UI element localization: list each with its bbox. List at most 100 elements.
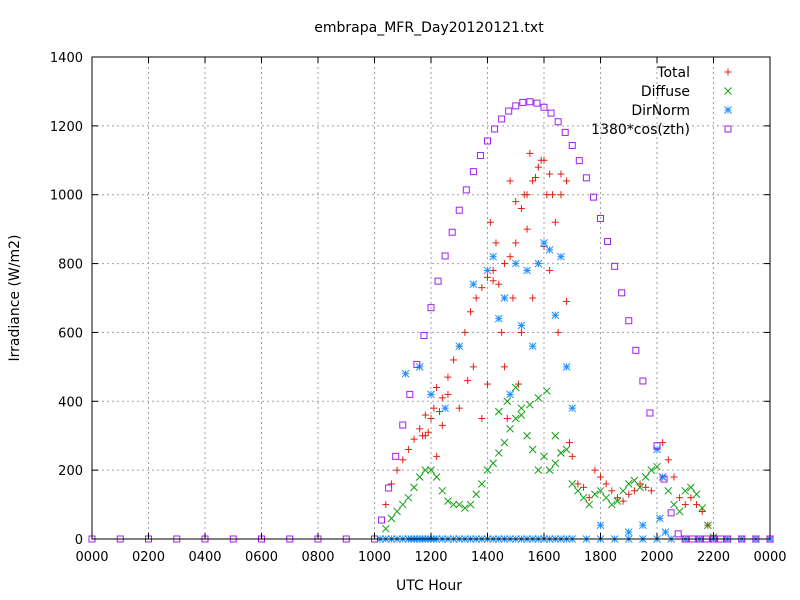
dirnorm-point [483,266,492,275]
legend-label-total: Total [656,65,690,81]
diffuse-point [517,404,526,413]
total-point [484,273,491,281]
y-tick-label: 1200 [50,120,83,135]
diffuse-point [449,500,458,509]
diffuse-point [540,452,548,461]
x-tick-label: 0200 [132,550,165,565]
total-point [410,435,418,443]
legend-marker-dirnorm [724,106,732,114]
cos-zth-point [582,174,590,182]
diffuse-point [494,407,503,416]
x-tick-label: 2200 [697,550,730,565]
cos-zth-point [667,509,675,517]
diffuse-point [641,473,650,481]
x-tick-label: 1800 [584,550,617,565]
dirnorm-point [455,342,464,351]
diffuse-point [534,393,543,402]
legend-label-diffuse: Diffuse [641,84,690,100]
total-point [517,204,525,212]
total-point [469,363,477,371]
cos-zth-point [653,442,661,450]
cos-zth-point [512,102,520,110]
diffuse-point [675,507,684,516]
diffuse-point [381,524,390,533]
diffuse-point [500,438,509,447]
cos-zth-point [625,317,633,325]
y-axis-title: Irradiance (W/m2) [7,235,23,362]
diffuse-point [511,414,520,423]
diffuse-point [387,514,396,523]
diffuse-point [687,483,695,492]
diffuse-point [568,480,577,488]
diffuse-point [404,493,413,502]
cos-zth-point [484,137,491,145]
dirnorm-point [551,311,560,320]
diffuse-point [613,497,622,505]
cos-zth-point [611,262,619,270]
dirnorm-point [653,445,661,454]
diffuse-point [511,383,520,392]
diffuse-point [596,486,605,495]
cos-zth-point [469,168,477,176]
y-tick-label: 0 [75,533,83,548]
legend-label-cos-zth: 1380*cos(zth) [591,122,690,138]
y-tick-label: 800 [58,258,83,273]
diffuse-point [557,449,565,457]
total-point [563,177,571,185]
total-point [568,452,576,460]
total-point [520,191,528,199]
total-point [681,501,689,509]
x-tick-label: 0400 [188,550,221,565]
total-point [512,198,520,206]
y-tick-label: 200 [58,464,83,479]
diffuse-point [579,493,588,502]
total-point [506,253,514,261]
total-point [523,225,531,233]
cos-zth-point [540,103,548,111]
diffuse-point [590,490,599,499]
legend-marker-diffuse [724,87,732,95]
total-point [450,356,458,364]
total-point [492,239,500,247]
dirnorm-point [523,266,531,275]
y-tick-label: 600 [58,326,83,341]
x-tick-label: 0000 [753,550,786,565]
x-tick-label: 1000 [358,550,391,565]
cos-zth-point [589,193,597,201]
legend-marker-total [724,68,732,76]
diffuse-point [607,500,616,509]
cos-zth-point [674,530,682,538]
diffuse-point [562,445,571,454]
dirnorm-point [639,521,647,530]
total-point [486,218,494,226]
dirnorm-point [540,239,548,247]
total-point [664,456,672,464]
cos-zth-point [505,107,513,115]
cos-zth-point [413,360,421,368]
total-point [554,328,562,336]
cos-zth-point [660,475,668,483]
total-point [619,497,627,505]
total-point [500,260,508,268]
legend: Total Diffuse DirNorm 1380*cos(zth) [591,65,732,138]
total-point [433,452,441,460]
x-tick-label: 1400 [471,550,504,565]
total-point [489,277,497,285]
grid-layer [92,57,770,539]
diffuse-point [545,466,554,474]
dirnorm-point [545,245,554,254]
total-point [393,466,401,474]
total-point [500,363,508,371]
diffuse-point [703,521,712,530]
diffuse-point [681,486,690,495]
dirnorm-point [511,259,520,268]
diffuse-point [542,387,551,395]
ticks-layer: 0000 0200 0400 0600 0800 1000 1200 1400 1600 1800… [50,51,787,565]
dirnorm-point [568,404,577,413]
total-point [548,191,556,199]
total-point [591,466,599,474]
total-point [608,487,616,495]
dirnorm-point [596,521,605,530]
cos-zth-point [533,99,541,107]
diffuse-point [602,493,611,502]
